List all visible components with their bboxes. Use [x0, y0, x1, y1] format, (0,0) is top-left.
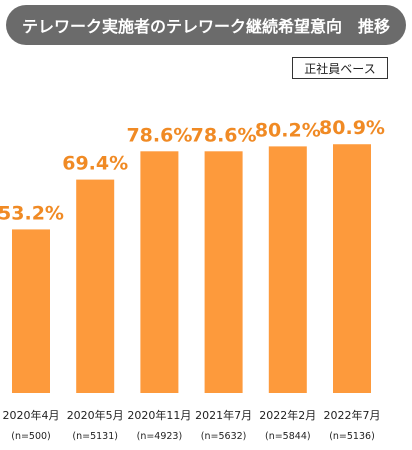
chart-title-banner: テレワーク実施者のテレワーク継続希望意向 推移 — [6, 5, 406, 45]
sample-size-label: (n=5632) — [201, 431, 247, 442]
data-label: 78.6% — [191, 124, 257, 146]
data-label: 80.2% — [255, 119, 321, 141]
bar — [204, 151, 243, 393]
x-tick-label: 2022年2月 — [259, 408, 316, 422]
bar — [268, 146, 307, 393]
sample-size-label: (n=5136) — [329, 431, 375, 442]
x-tick-label: 2020年4月 — [3, 408, 60, 422]
sample-size-label: (n=5844) — [265, 431, 311, 442]
sample-size-label: (n=4923) — [137, 431, 183, 442]
base-badge: 正社員ベース — [292, 57, 388, 79]
data-label: 78.6% — [126, 124, 192, 146]
data-label: 69.4% — [62, 153, 128, 175]
bar — [12, 229, 50, 393]
x-tick-label: 2021年7月 — [195, 408, 252, 422]
bar — [333, 144, 371, 393]
x-tick-label: 2022年7月 — [324, 408, 381, 422]
bar — [140, 151, 179, 393]
sample-size-label: (n=500) — [11, 431, 51, 442]
data-label: 80.9% — [319, 117, 385, 139]
x-tick-label: 2020年5月 — [67, 408, 124, 422]
chart-title: テレワーク実施者のテレワーク継続希望意向 推移 — [21, 17, 390, 36]
data-label: 53.2% — [0, 202, 64, 224]
bar — [76, 179, 115, 393]
x-tick-label: 2020年11月 — [127, 408, 191, 422]
sample-size-label: (n=5131) — [72, 431, 118, 442]
base-badge-label: 正社員ベース — [304, 61, 376, 76]
